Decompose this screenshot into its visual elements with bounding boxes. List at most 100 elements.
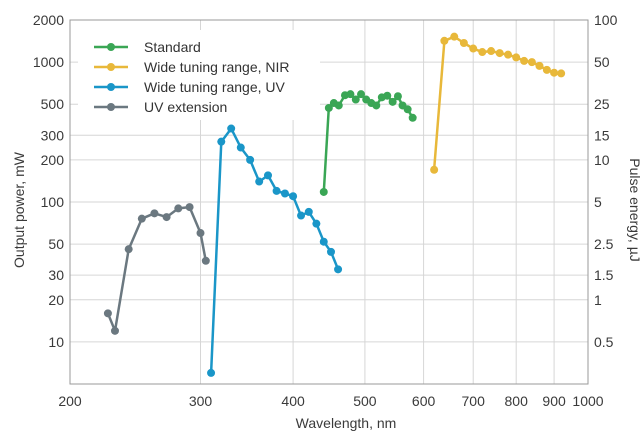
data-point xyxy=(550,68,559,77)
data-point xyxy=(255,177,264,186)
y-tick-labels: 10 20 30 50 100 200 300 500 1000 2000 xyxy=(33,12,64,350)
data-point xyxy=(403,105,412,114)
data-point xyxy=(357,90,366,99)
legend-entry: Standard xyxy=(144,39,201,55)
y2-tick-label: 2.5 xyxy=(594,236,614,252)
data-point xyxy=(312,219,321,228)
data-point xyxy=(236,143,245,152)
data-point xyxy=(280,189,289,198)
data-point xyxy=(110,326,119,335)
data-point xyxy=(512,53,521,62)
legend-swatch-marker xyxy=(107,43,115,51)
data-point xyxy=(304,207,313,216)
data-point xyxy=(372,101,381,110)
y-tick-label: 300 xyxy=(41,127,65,143)
x-tick-label: 900 xyxy=(542,393,566,409)
data-point xyxy=(557,69,566,78)
legend-background xyxy=(78,30,320,120)
data-point xyxy=(527,58,536,67)
data-point xyxy=(542,65,551,74)
data-point xyxy=(297,211,306,220)
data-point xyxy=(185,203,194,212)
plot-area-border xyxy=(69,19,589,385)
y2-tick-label: 50 xyxy=(594,54,610,70)
x-tick-labels: 200 300 400 500 600 700 800 900 1000 xyxy=(58,393,603,409)
data-point xyxy=(334,101,343,110)
y-tick-label: 1000 xyxy=(33,54,64,70)
y-tick-label: 2000 xyxy=(33,12,64,28)
y2-tick-labels: 0.5 1 1.5 2.5 5 10 15 25 50 100 xyxy=(594,12,618,350)
series-line xyxy=(209,127,340,373)
data-point xyxy=(450,32,459,41)
y2-tick-label: 25 xyxy=(594,96,610,112)
y2-tick-label: 5 xyxy=(594,194,602,210)
y-tick-label: 50 xyxy=(48,236,64,252)
data-point xyxy=(319,187,328,196)
data-point xyxy=(150,209,159,218)
y2-tick-label: 1 xyxy=(594,292,602,308)
data-point xyxy=(162,213,171,222)
data-point xyxy=(478,48,487,57)
legend-entry: Wide tuning range, NIR xyxy=(144,59,290,75)
series-line xyxy=(106,205,208,333)
series-lines xyxy=(103,32,566,377)
y2-axis-label: Pulse energy, µJ xyxy=(627,158,642,262)
x-tick-label: 500 xyxy=(353,393,377,409)
x-tick-label: 1000 xyxy=(572,393,603,409)
x-axis-label: Wavelength, nm xyxy=(296,415,397,431)
x-tick-label: 300 xyxy=(189,393,213,409)
data-point xyxy=(272,186,281,195)
data-point xyxy=(263,171,272,180)
data-point xyxy=(430,165,439,174)
y-tick-label: 500 xyxy=(41,96,65,112)
y-tick-label: 30 xyxy=(48,267,64,283)
data-point xyxy=(408,113,417,122)
data-point xyxy=(535,61,544,70)
series-line xyxy=(432,35,562,170)
legend-swatch-marker xyxy=(107,103,115,111)
plot-frame xyxy=(69,19,589,385)
x-tick-label: 600 xyxy=(412,393,436,409)
legend-swatch-marker xyxy=(107,83,115,91)
data-point xyxy=(351,95,360,104)
data-point xyxy=(196,229,205,238)
data-point xyxy=(207,368,216,377)
data-point xyxy=(246,155,255,164)
legend: Standard Wide tuning range, NIR Wide tunin… xyxy=(78,30,320,120)
data-point xyxy=(346,90,355,99)
data-point xyxy=(383,91,392,100)
y-tick-label: 20 xyxy=(48,292,64,308)
data-point xyxy=(334,265,343,274)
data-point xyxy=(319,237,328,246)
data-point xyxy=(440,36,449,45)
y2-tick-label: 15 xyxy=(594,127,610,143)
data-point xyxy=(103,309,112,318)
data-point xyxy=(289,192,298,201)
x-tick-label: 700 xyxy=(462,393,486,409)
y-axis-label: Output power, mW xyxy=(11,151,27,268)
data-point xyxy=(137,214,146,223)
data-point xyxy=(217,137,226,146)
data-point xyxy=(487,47,496,56)
data-point xyxy=(459,38,468,47)
x-tick-label: 200 xyxy=(58,393,82,409)
y-tick-label: 100 xyxy=(41,194,65,210)
x-tick-label: 800 xyxy=(505,393,529,409)
data-point xyxy=(520,56,529,65)
data-point xyxy=(393,92,402,101)
data-point xyxy=(201,256,210,265)
y-tick-label: 10 xyxy=(48,334,64,350)
legend-entry: Wide tuning range, UV xyxy=(144,79,286,95)
data-point xyxy=(324,103,333,112)
data-point xyxy=(388,97,397,106)
y2-tick-label: 1.5 xyxy=(594,267,614,283)
y-tick-label: 200 xyxy=(41,152,65,168)
data-point xyxy=(174,204,183,213)
x-tick-label: 400 xyxy=(281,393,305,409)
data-point xyxy=(227,124,236,133)
legend-entry: UV extension xyxy=(144,99,227,115)
legend-swatch-marker xyxy=(107,63,115,71)
y2-tick-label: 10 xyxy=(594,152,610,168)
y2-tick-label: 100 xyxy=(594,12,618,28)
